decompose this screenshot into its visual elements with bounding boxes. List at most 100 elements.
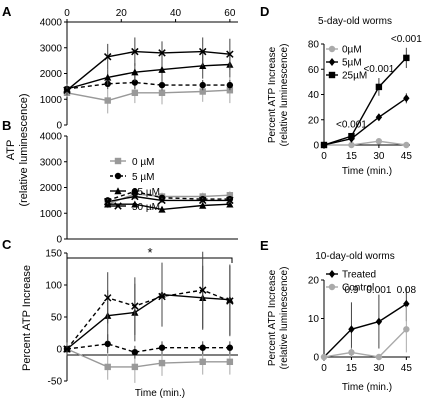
c-data-point — [199, 344, 206, 351]
legend-label: 50 µM — [132, 202, 160, 213]
d-series-line — [323, 97, 407, 146]
e-p-value: 0.9 — [344, 285, 358, 296]
b-data-point — [226, 196, 234, 205]
c-x-axis-label: Time (min.) — [135, 388, 185, 399]
a-data-point — [226, 50, 234, 58]
chart-b: ATP (relative luminescence) 0 1000 2000 300… — [5, 93, 238, 246]
d-legend-marker — [328, 45, 336, 53]
b-data-point — [131, 200, 139, 208]
b-y-tick-label: 1000 — [40, 209, 63, 220]
e-data-point — [348, 325, 355, 334]
c-series-line — [66, 348, 230, 368]
e-title: 10-day-old worms — [315, 251, 394, 262]
a-y-tick-label: 4000 — [40, 18, 63, 29]
a-data-point — [158, 65, 166, 73]
b-data-point — [103, 197, 112, 206]
c-data-point — [158, 292, 166, 301]
e-y-axis-label-line1: Percent ATP Increase — [267, 269, 278, 366]
a-y-tick-label: 0 — [56, 121, 62, 132]
a-y-tick-label: 3000 — [40, 43, 63, 54]
c-series-0 — [63, 342, 234, 383]
a-x-tick-label: 0 — [64, 8, 70, 19]
a-x-tick-label: 40 — [170, 8, 182, 19]
a-series-3 — [63, 37, 234, 96]
c-series-2 — [63, 262, 234, 356]
b-data-point — [226, 192, 234, 199]
a-data-point — [158, 49, 166, 57]
panel-label-c: C — [2, 237, 12, 252]
a-series-line — [66, 63, 230, 90]
d-x-tick-label: 45 — [401, 151, 413, 162]
e-x-tick-label: 15 — [346, 363, 358, 374]
d-series-line — [324, 140, 407, 146]
c-data-point — [226, 297, 234, 305]
a-data-point — [158, 89, 166, 97]
a-y-tick-label: 1000 — [40, 95, 63, 106]
c-series-line — [66, 293, 230, 350]
d-legend-label: 25µM — [342, 71, 367, 82]
legend-marker — [114, 157, 122, 165]
d-data-point — [375, 83, 383, 91]
b-y-axis-label-line2: (relative luminescence) — [18, 93, 30, 206]
a-data-point — [131, 79, 139, 86]
legend-marker — [114, 172, 122, 180]
e-x-tick-label: 0 — [321, 363, 327, 374]
a-series-line — [66, 81, 230, 90]
d-x-tick-label: 15 — [346, 151, 358, 162]
c-y-tick-label: -50 — [48, 377, 63, 388]
d-legend-marker — [328, 58, 336, 66]
a-x-tick-label: 60 — [224, 8, 236, 19]
d-legend-label: 0µM — [342, 45, 362, 56]
b-y-tick-label: 4000 — [40, 132, 63, 143]
b-data-point — [131, 188, 139, 195]
e-x-tick-label: 30 — [373, 363, 385, 374]
e-series-0 — [320, 286, 410, 361]
d-data-point — [375, 138, 383, 145]
e-legend-label: Control — [342, 283, 374, 294]
legend-label: 5 µM — [132, 172, 154, 183]
c-y-axis-label: Percent ATP Increase — [21, 265, 33, 371]
d-y-tick-label: 60 — [308, 65, 320, 76]
c-data-point — [158, 359, 166, 367]
d-legend-marker — [328, 71, 336, 79]
a-data-point — [131, 47, 139, 56]
panel-label-a: A — [2, 4, 12, 19]
d-data-point — [375, 113, 383, 122]
legend-marker — [114, 187, 122, 195]
panel-label-d: D — [260, 4, 269, 19]
c-series-line — [66, 289, 231, 350]
b-data-point — [226, 200, 234, 208]
e-data-point — [403, 299, 410, 308]
d-data-point — [403, 94, 410, 103]
c-data-point — [226, 344, 234, 351]
a-data-point — [158, 81, 166, 89]
b-data-point — [199, 201, 207, 209]
d-series-2 — [320, 47, 410, 149]
d-y-axis-label-line2: (relative luminescence) — [279, 44, 290, 147]
c-significance-star: * — [147, 245, 152, 260]
c-series-3 — [63, 251, 234, 356]
d-data-point — [320, 141, 328, 149]
e-series-line — [323, 328, 407, 358]
chart-e: 10-day-old worms Percent ATP Increase (r… — [267, 251, 417, 393]
a-data-point — [226, 81, 234, 89]
panel-label-e: E — [260, 238, 269, 253]
c-data-point — [103, 294, 112, 302]
e-p-value: 0.08 — [397, 285, 417, 296]
e-y-tick-label: 20 — [308, 276, 320, 287]
a-series-line — [66, 89, 230, 102]
c-data-point — [131, 363, 139, 371]
d-series-line — [323, 57, 407, 146]
b-y-axis-label-line1: ATP — [5, 140, 17, 161]
c-y-tick-label: 0 — [56, 345, 62, 356]
a-data-point — [103, 53, 112, 61]
e-p-value: 0.001 — [366, 285, 391, 296]
legend-abc: 0 µM 5 µM 25 µM 50 µM — [110, 157, 160, 213]
d-data-point — [348, 132, 355, 140]
a-data-point — [104, 73, 112, 81]
a-data-point — [198, 47, 207, 56]
d-y-tick-label: 20 — [308, 115, 320, 126]
c-data-point — [226, 358, 234, 365]
